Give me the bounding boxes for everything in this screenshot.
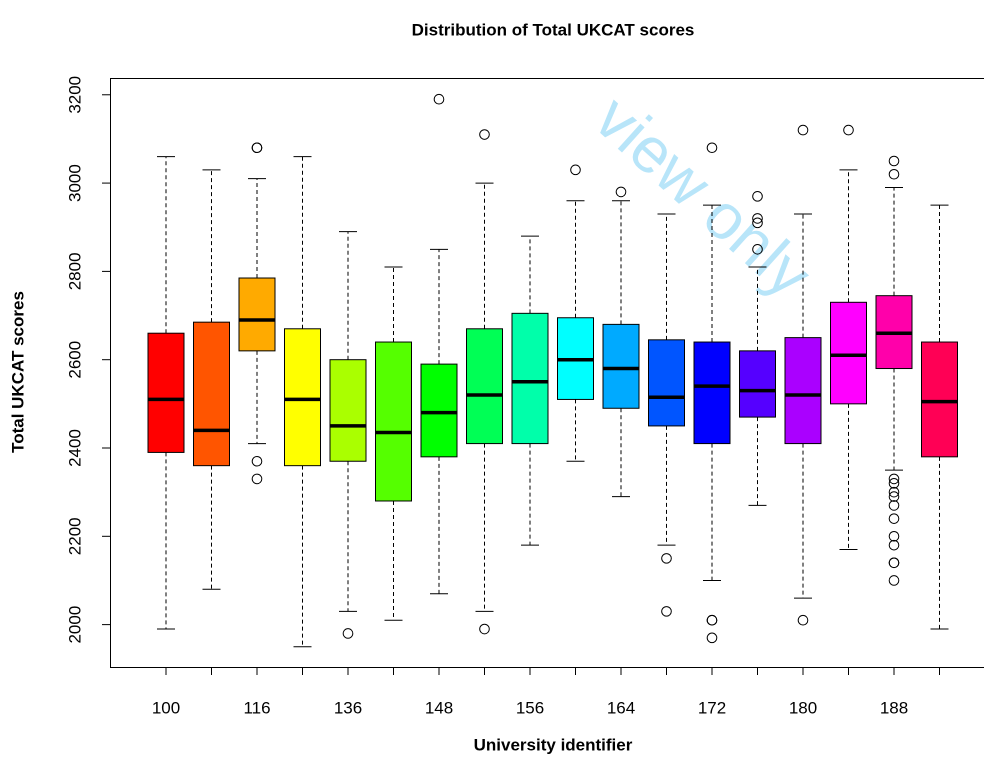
outlier xyxy=(888,168,900,180)
y-tick-label: 2400 xyxy=(65,429,84,467)
outlier xyxy=(888,491,900,502)
outlier xyxy=(888,513,900,524)
outlier xyxy=(888,557,900,569)
outlier xyxy=(706,614,718,626)
x-tick-label: 164 xyxy=(607,698,635,717)
outlier xyxy=(661,553,672,564)
y-tick-label: 2800 xyxy=(65,252,84,290)
box xyxy=(693,341,731,445)
y-tick-label: 2600 xyxy=(65,341,84,379)
x-axis-title: University identifier xyxy=(474,735,633,754)
outlier xyxy=(570,164,581,176)
x-tick-label: 100 xyxy=(152,698,180,717)
box xyxy=(602,323,640,409)
x-tick-label: 136 xyxy=(334,698,362,717)
outlier xyxy=(706,632,718,644)
x-tick-label: 156 xyxy=(516,698,544,717)
x-tick-label: 116 xyxy=(243,698,270,717)
outlier xyxy=(752,191,763,202)
outlier xyxy=(251,142,263,154)
outlier xyxy=(888,473,900,485)
outlier xyxy=(479,623,490,635)
y-tick-label: 2000 xyxy=(65,606,84,644)
plot-frame xyxy=(110,78,984,668)
outlier xyxy=(888,575,900,586)
box xyxy=(830,301,867,405)
x-tick-label: 188 xyxy=(880,698,908,717)
outlier xyxy=(888,531,900,542)
box xyxy=(284,328,321,467)
box xyxy=(466,328,503,445)
y-tick-label: 2200 xyxy=(65,517,84,555)
box xyxy=(375,341,412,502)
box xyxy=(420,363,458,458)
outlier xyxy=(797,614,809,626)
outlier xyxy=(251,455,263,467)
box xyxy=(147,332,185,453)
outlier xyxy=(752,213,763,224)
outlier xyxy=(706,142,718,154)
outlier xyxy=(888,155,900,167)
outlier xyxy=(888,486,900,498)
outlier xyxy=(251,473,263,485)
box xyxy=(329,359,367,462)
outlier xyxy=(888,539,900,551)
box xyxy=(511,312,549,445)
y-tick-label: 3000 xyxy=(65,164,84,202)
box xyxy=(739,350,776,418)
outlier xyxy=(342,628,354,639)
box xyxy=(784,337,822,445)
outlier xyxy=(433,93,445,105)
outlier xyxy=(615,186,627,198)
box xyxy=(921,341,958,458)
outlier xyxy=(661,606,672,617)
outlier xyxy=(479,129,490,140)
box xyxy=(648,339,685,427)
y-axis-title: Total UKCAT scores xyxy=(8,291,27,453)
x-tick-label: 172 xyxy=(698,698,726,717)
chart-title: Distribution of Total UKCAT scores xyxy=(412,20,695,39)
y-tick-label: 3200 xyxy=(65,76,84,114)
outlier xyxy=(752,217,763,229)
box xyxy=(193,321,230,467)
outlier xyxy=(888,478,900,489)
outlier xyxy=(752,244,763,255)
outlier xyxy=(797,124,809,136)
x-tick-label: 148 xyxy=(425,698,453,717)
box xyxy=(238,277,276,352)
x-tick-label: 180 xyxy=(789,698,817,717)
outlier xyxy=(843,124,854,136)
outlier xyxy=(888,500,900,511)
